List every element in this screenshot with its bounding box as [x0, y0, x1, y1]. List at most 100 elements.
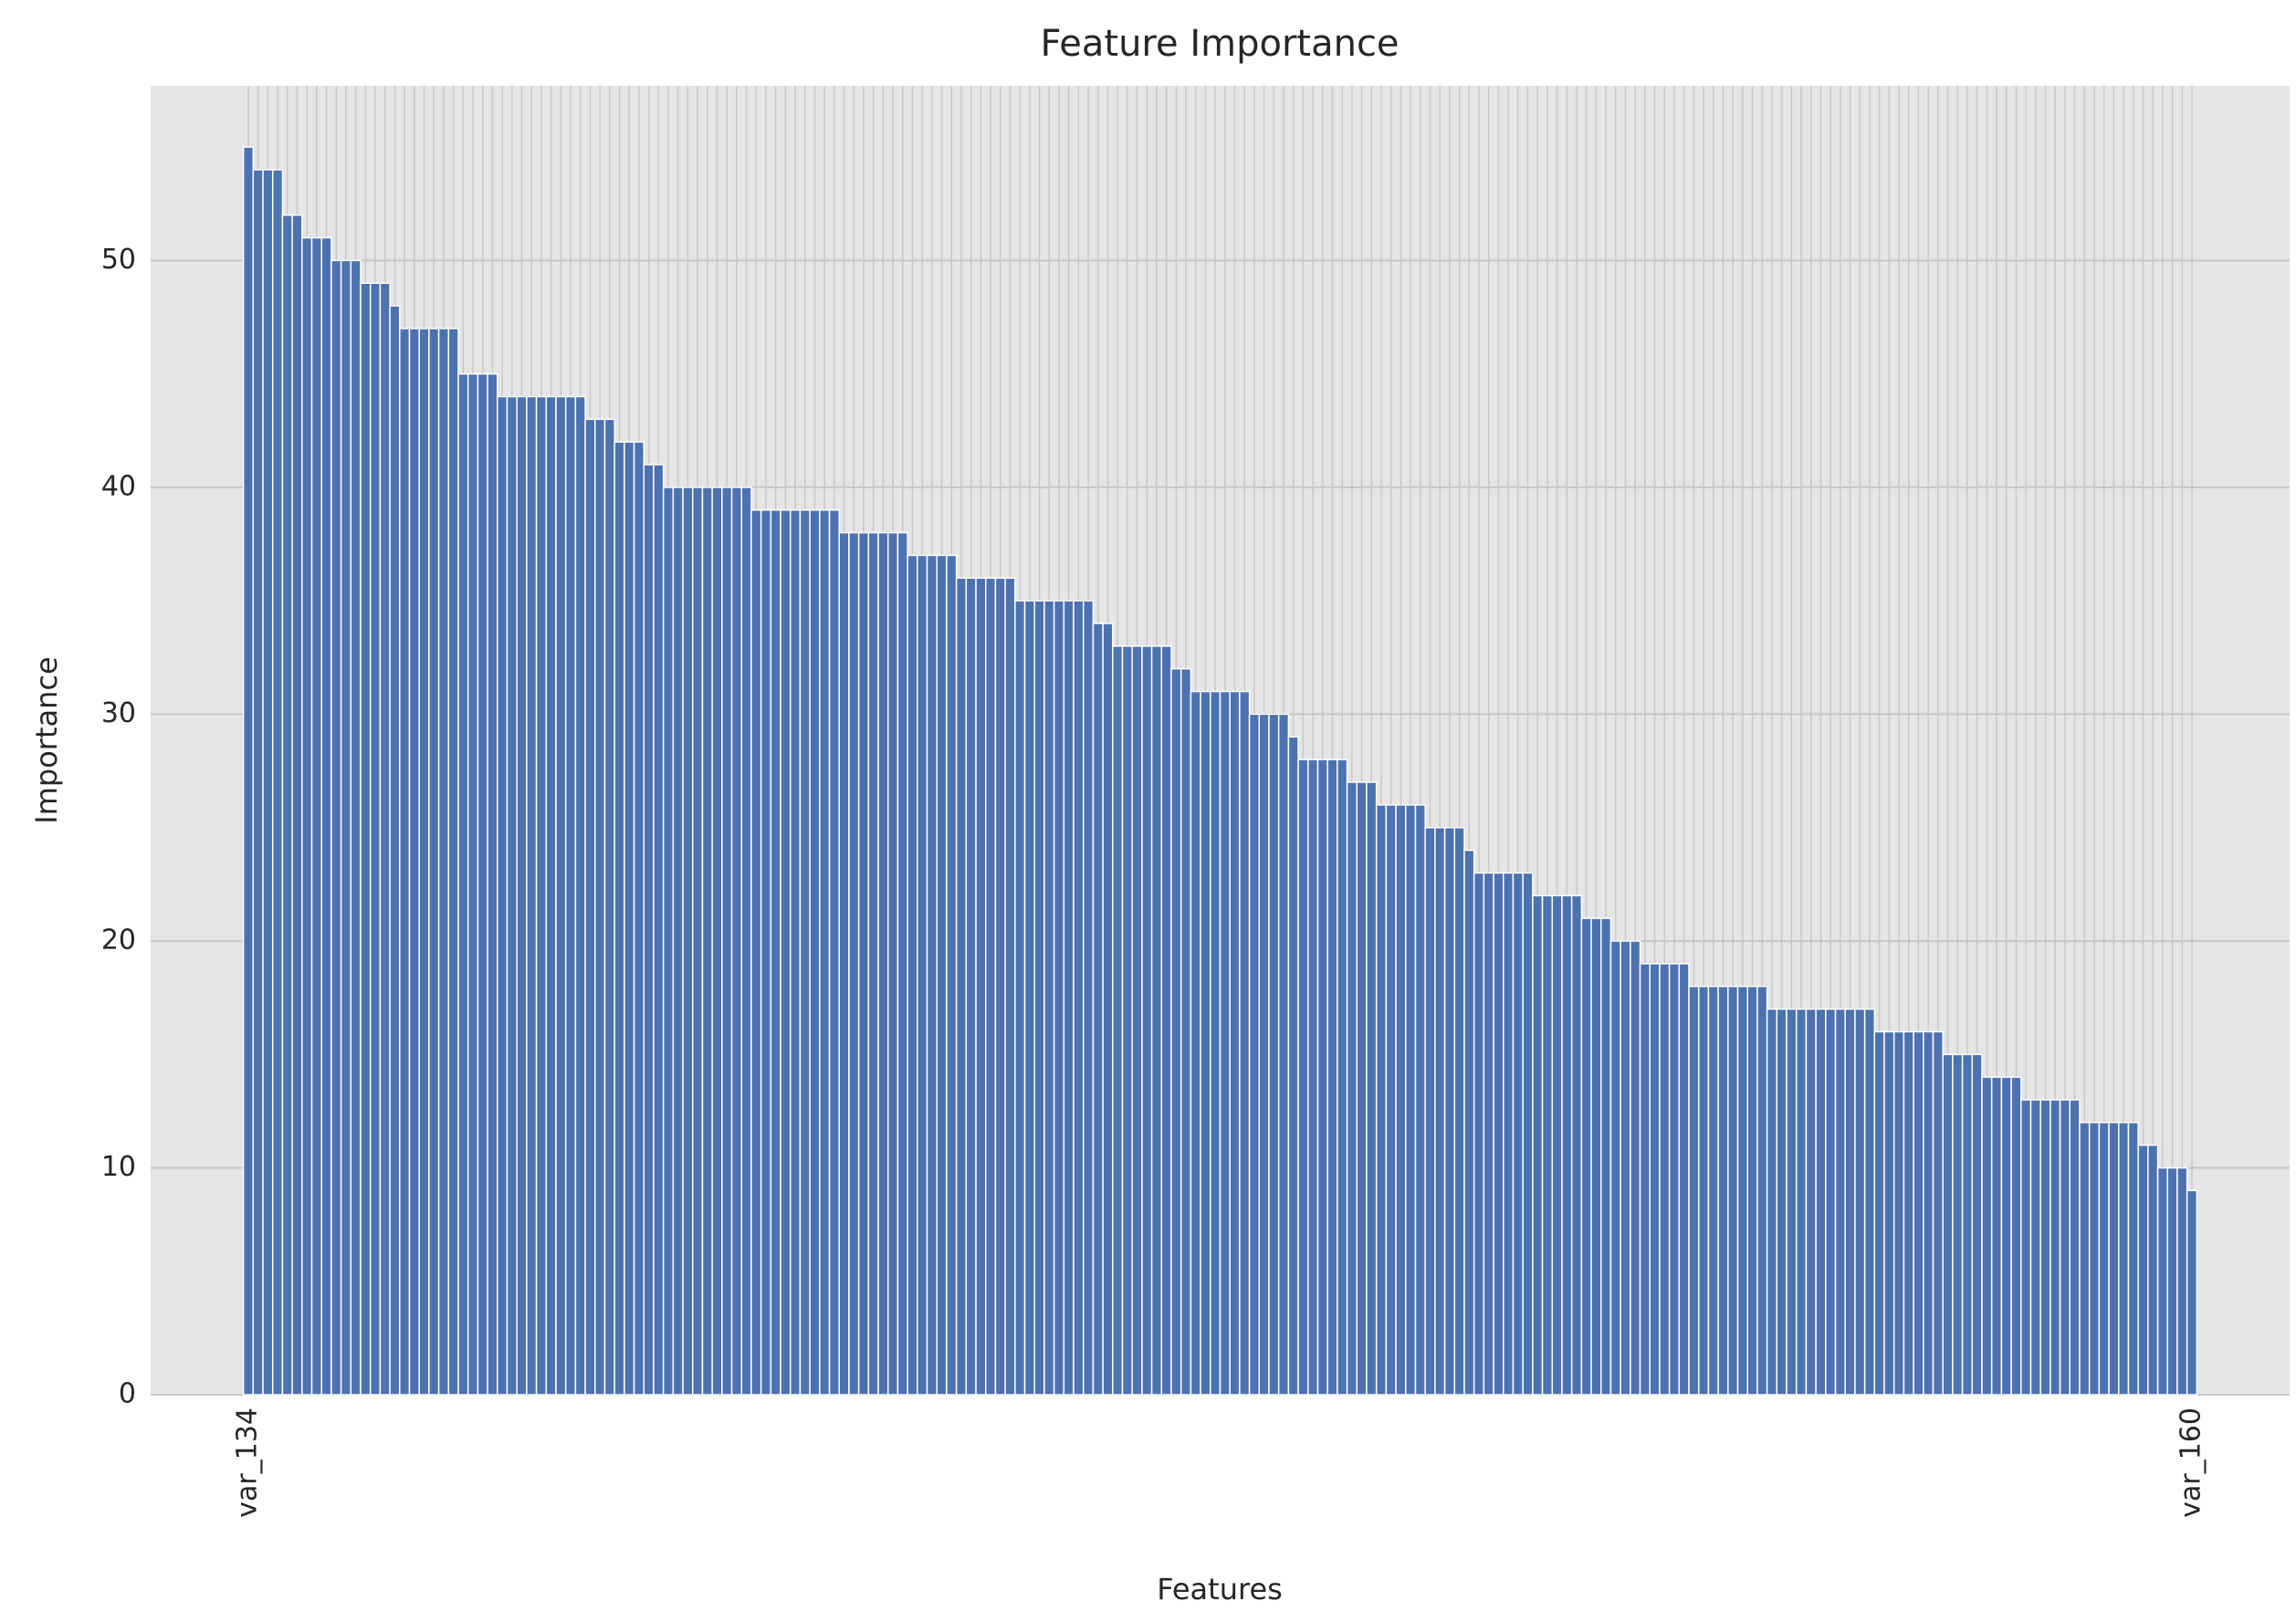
- bar: [1092, 623, 1104, 1396]
- bar: [1834, 1008, 1846, 1396]
- bar: [848, 531, 860, 1396]
- bar: [1795, 1008, 1808, 1396]
- bar: [819, 508, 831, 1396]
- bar: [1512, 872, 1524, 1396]
- bar: [1727, 985, 1739, 1396]
- bar: [672, 487, 684, 1396]
- bar: [1190, 690, 1201, 1396]
- bar: [2050, 1099, 2061, 1396]
- bar: [477, 372, 488, 1396]
- bar: [291, 214, 303, 1396]
- bar: [594, 418, 606, 1396]
- bar: [1981, 1076, 1993, 1396]
- bar: [1210, 690, 1221, 1396]
- bar: [1551, 895, 1563, 1396]
- bar: [2000, 1076, 2012, 1396]
- bar: [1561, 895, 1573, 1396]
- bar: [574, 395, 586, 1396]
- bar: [2020, 1099, 2032, 1396]
- bar: [516, 395, 528, 1396]
- bar: [1668, 963, 1681, 1396]
- bar: [1746, 985, 1758, 1396]
- bar: [1277, 713, 1290, 1396]
- bar: [917, 554, 928, 1396]
- bar: [1112, 645, 1124, 1396]
- bar: [1326, 759, 1338, 1396]
- bar: [369, 282, 382, 1396]
- bar: [643, 464, 655, 1396]
- bar: [399, 328, 411, 1396]
- bar: [1503, 872, 1515, 1396]
- bar: [2039, 1099, 2051, 1396]
- bar: [1883, 1031, 1895, 1396]
- bar: [242, 146, 255, 1396]
- chart-title: Feature Importance: [1040, 23, 1399, 65]
- bar: [564, 395, 577, 1396]
- bar: [692, 487, 704, 1396]
- bar: [790, 508, 802, 1396]
- bar: [1532, 895, 1544, 1396]
- bar: [1961, 1053, 1974, 1396]
- bar: [867, 531, 879, 1396]
- bar: [1736, 985, 1748, 1396]
- bar: [340, 259, 352, 1396]
- bar: [535, 395, 548, 1396]
- bar: [780, 508, 792, 1396]
- y-tick-label: 0: [119, 1378, 136, 1410]
- bar: [1414, 804, 1426, 1396]
- bar: [1424, 826, 1436, 1396]
- bar: [497, 395, 508, 1396]
- bar: [838, 531, 850, 1396]
- bar: [1179, 667, 1192, 1396]
- bar: [555, 395, 567, 1396]
- bar: [2166, 1167, 2178, 1396]
- bar: [1287, 736, 1299, 1396]
- bar: [1766, 1008, 1778, 1396]
- bar: [1405, 804, 1417, 1396]
- bar: [310, 236, 322, 1396]
- bar: [1434, 826, 1446, 1396]
- bar: [926, 554, 938, 1396]
- bar: [1395, 804, 1407, 1396]
- bar: [262, 169, 274, 1396]
- x-tick-label: var_134: [231, 1407, 263, 1518]
- bar: [1082, 600, 1095, 1396]
- bar: [2186, 1189, 2198, 1396]
- bar: [2069, 1099, 2081, 1396]
- bar: [1053, 600, 1065, 1396]
- bar: [1131, 645, 1143, 1396]
- bar: [1063, 600, 1075, 1396]
- bar: [350, 259, 362, 1396]
- bar: [2029, 1099, 2041, 1396]
- bar: [1854, 1008, 1866, 1396]
- bar: [1825, 1008, 1837, 1396]
- bar: [1805, 1008, 1817, 1396]
- bar: [1023, 600, 1035, 1396]
- bar: [1316, 759, 1328, 1396]
- bar: [1483, 872, 1494, 1396]
- bar: [2147, 1144, 2159, 1396]
- bar: [633, 441, 645, 1396]
- bar: [750, 508, 762, 1396]
- bar: [408, 328, 420, 1396]
- bar: [1150, 645, 1163, 1396]
- bar: [2156, 1167, 2169, 1396]
- bar: [624, 441, 635, 1396]
- bar: [437, 328, 450, 1396]
- bar: [1385, 804, 1397, 1396]
- bar: [1121, 645, 1133, 1396]
- bar: [896, 531, 908, 1396]
- bar: [2079, 1122, 2091, 1396]
- bar: [1903, 1031, 1914, 1396]
- bar: [809, 508, 821, 1396]
- bar: [1160, 645, 1172, 1396]
- bar: [1688, 985, 1700, 1396]
- bar: [1844, 1008, 1856, 1396]
- bar: [1297, 759, 1309, 1396]
- bar: [1541, 895, 1554, 1396]
- bar: [1697, 985, 1710, 1396]
- bar: [418, 328, 430, 1396]
- bar: [1932, 1031, 1944, 1396]
- bar: [2010, 1076, 2022, 1396]
- bar: [760, 508, 772, 1396]
